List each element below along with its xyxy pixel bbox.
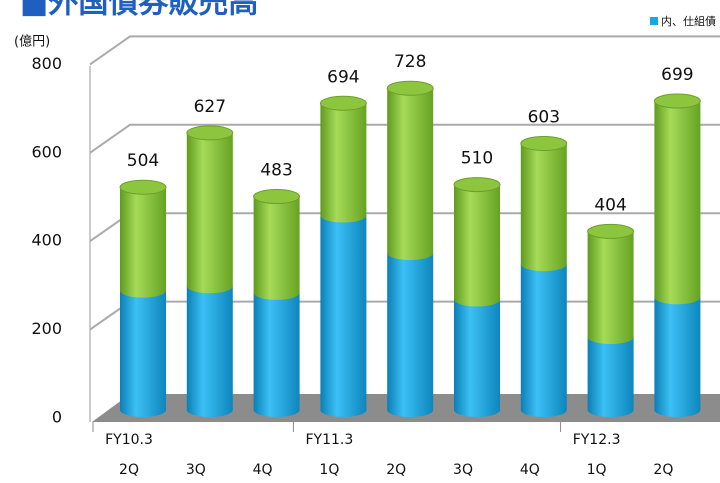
grid-line bbox=[89, 35, 720, 66]
segment-top bbox=[520, 135, 568, 151]
data-label: 728 bbox=[394, 52, 426, 72]
segment-cap bbox=[520, 403, 567, 417]
segment-cap bbox=[654, 290, 701, 305]
data-label: 504 bbox=[127, 151, 159, 171]
segment-top bbox=[386, 80, 434, 96]
segment-cap bbox=[454, 292, 500, 307]
bar-segment bbox=[587, 231, 634, 338]
data-label: 404 bbox=[594, 195, 626, 215]
bar-segment bbox=[120, 290, 166, 410]
fiscal-label: FY12.3 bbox=[573, 432, 621, 448]
bar-segment bbox=[387, 88, 434, 254]
segment-top bbox=[253, 189, 301, 205]
bar-segment bbox=[587, 337, 634, 410]
segment-cap bbox=[253, 403, 300, 417]
segment-cap bbox=[520, 257, 567, 272]
bar-segment bbox=[454, 184, 500, 300]
fiscal-label: FY10.3 bbox=[105, 432, 153, 448]
segment-cap bbox=[587, 403, 634, 417]
bar-segment bbox=[654, 297, 701, 410]
segment-cap bbox=[587, 330, 634, 345]
data-label: 510 bbox=[461, 149, 493, 169]
segment-cap bbox=[253, 285, 300, 300]
bar-segment bbox=[186, 286, 233, 410]
bar-segment bbox=[120, 187, 166, 291]
x-tick-label: 3Q bbox=[453, 462, 473, 478]
segment-cap bbox=[120, 403, 166, 417]
segment-top bbox=[119, 179, 167, 195]
x-tick-label: 4Q bbox=[253, 462, 273, 478]
segment-cap bbox=[186, 279, 233, 294]
legend-label: 内、仕組債 bbox=[661, 14, 716, 28]
segment-top bbox=[186, 125, 234, 141]
bar-segment bbox=[520, 143, 567, 265]
y-tick-label: 0 bbox=[52, 408, 62, 427]
bar-segment bbox=[186, 132, 233, 287]
data-label: 603 bbox=[528, 107, 560, 127]
unit-label: (億円) bbox=[14, 34, 50, 50]
x-tick-label: 2Q bbox=[119, 462, 139, 478]
bar-segment bbox=[387, 253, 434, 410]
data-label: 483 bbox=[260, 161, 292, 181]
segment-cap bbox=[320, 403, 367, 417]
data-label: 699 bbox=[661, 65, 693, 85]
data-label: 627 bbox=[194, 97, 226, 117]
legend-swatch bbox=[650, 17, 658, 25]
bar-segment bbox=[454, 299, 500, 410]
segment-top bbox=[453, 177, 501, 193]
segment-cap bbox=[387, 403, 434, 417]
x-tick-label: 1Q bbox=[587, 462, 607, 478]
fiscal-label: FY11.3 bbox=[306, 432, 354, 448]
segment-top bbox=[587, 223, 635, 239]
data-label: 694 bbox=[327, 67, 359, 87]
segment-top bbox=[653, 93, 701, 109]
segment-top bbox=[319, 95, 367, 111]
x-tick-label: 3Q bbox=[186, 462, 206, 478]
y-tick-label: 600 bbox=[31, 142, 62, 161]
y-tick-label: 200 bbox=[31, 319, 62, 338]
segment-cap bbox=[454, 403, 500, 417]
x-tick-label: 4Q bbox=[520, 462, 540, 478]
x-tick-label: 2Q bbox=[386, 462, 406, 478]
bar-segment bbox=[654, 101, 701, 298]
legend: 内、仕組債 bbox=[650, 14, 716, 28]
grid-line bbox=[89, 123, 720, 154]
segment-cap bbox=[654, 403, 701, 417]
segment-cap bbox=[387, 246, 434, 261]
segment-cap bbox=[186, 403, 233, 417]
bar-segment bbox=[520, 264, 567, 410]
page-title: ■外国債券販売高 bbox=[20, 0, 258, 21]
segment-cap bbox=[120, 283, 166, 298]
x-tick-label: 2Q bbox=[653, 462, 673, 478]
y-tick-label: 800 bbox=[31, 54, 62, 73]
x-tick-label: 1Q bbox=[319, 462, 339, 478]
bar-segment bbox=[320, 103, 367, 216]
bar-segment bbox=[320, 215, 367, 410]
y-tick-label: 400 bbox=[31, 231, 62, 250]
bar-segment bbox=[253, 196, 300, 293]
segment-cap bbox=[320, 208, 367, 223]
bar-segment bbox=[253, 292, 300, 410]
